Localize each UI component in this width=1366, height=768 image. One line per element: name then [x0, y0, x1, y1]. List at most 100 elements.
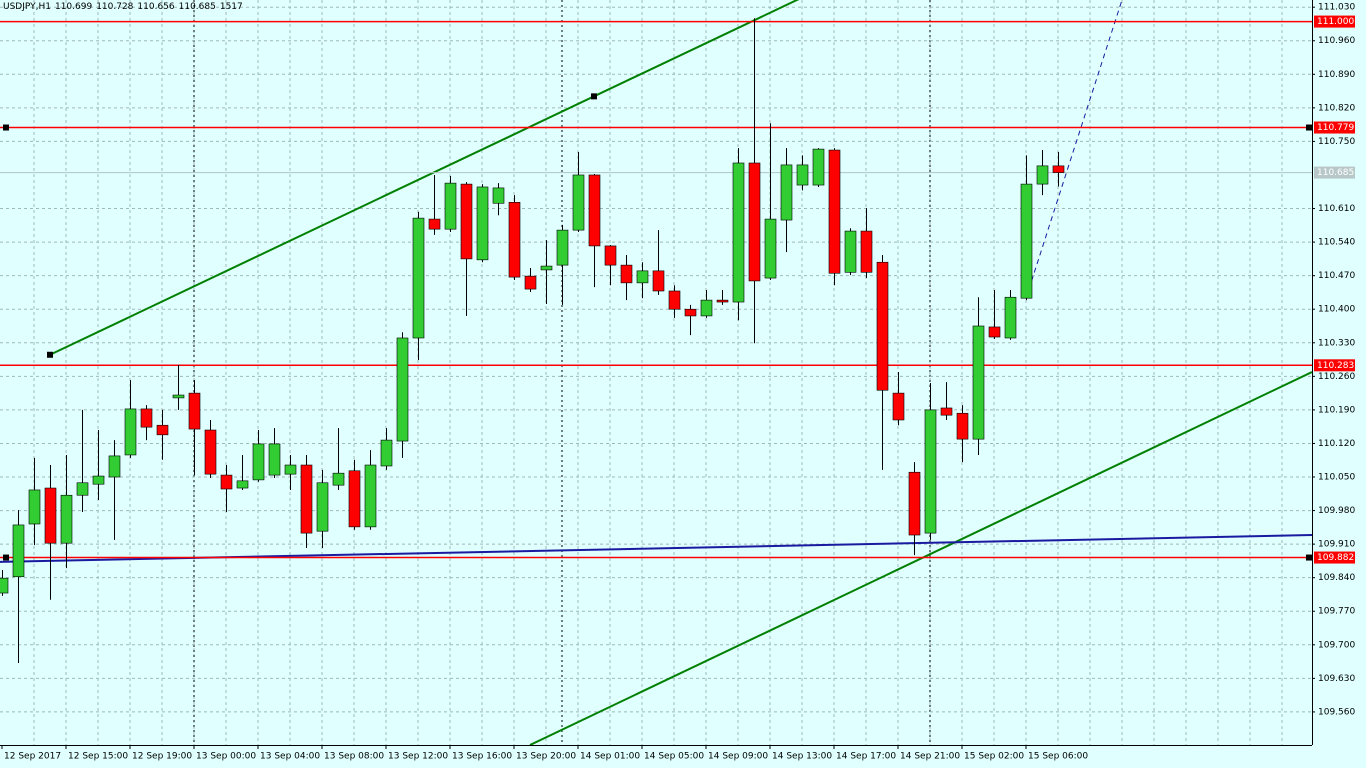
candle-body [44, 487, 57, 544]
candle-body [668, 290, 681, 310]
x-tick-label: 13 Sep 12:00 [388, 752, 448, 762]
candle-body [300, 464, 313, 534]
candle-body [492, 187, 505, 204]
vertical-grid [33, 0, 1283, 745]
y-tick-label: 110.470 [1318, 271, 1355, 281]
candle-body [380, 439, 393, 467]
x-tick-label: 13 Sep 16:00 [452, 752, 512, 762]
candle-body [956, 412, 969, 440]
candle-body [396, 337, 409, 442]
x-tick-label: 13 Sep 04:00 [260, 752, 320, 762]
x-tick-label: 14 Sep 05:00 [644, 752, 704, 762]
candle-body [108, 455, 121, 478]
x-tick-label: 14 Sep 21:00 [900, 752, 960, 762]
y-tick-label: 110.610 [1318, 204, 1355, 214]
candle-body [364, 464, 377, 528]
candle-body [812, 148, 825, 186]
candle-body [620, 264, 633, 284]
candle-body [252, 443, 265, 481]
candle-body [92, 475, 105, 485]
candle-body [748, 162, 761, 282]
anchor [1306, 554, 1312, 561]
symbol: USDJPY,H1 [3, 2, 51, 12]
candle-body [732, 162, 745, 303]
candle-body [988, 326, 1001, 338]
y-tick-label: 110.960 [1318, 36, 1355, 46]
y-tick-label: 110.750 [1318, 137, 1355, 147]
x-tick-label: 13 Sep 08:00 [324, 752, 384, 762]
candle-body [12, 524, 25, 578]
current-price-bg [1314, 166, 1355, 179]
candle-body [60, 494, 73, 544]
candle-body [764, 218, 777, 279]
y-tick-label: 110.540 [1318, 238, 1355, 248]
y-tick-label: 111.030 [1318, 3, 1355, 13]
x-tick-label: 15 Sep 06:00 [1028, 752, 1088, 762]
x-tick-label: 13 Sep 00:00 [196, 752, 256, 762]
candle-body [684, 308, 697, 317]
y-tick-label: 109.630 [1318, 674, 1355, 684]
y-tick-label: 110.330 [1318, 338, 1355, 348]
candle-body [156, 424, 169, 436]
period-separators [193, 0, 931, 745]
price-label: 111.000 [1317, 17, 1354, 27]
trend-line [529, 371, 1312, 745]
candle-body [444, 182, 457, 230]
y-tick-label: 110.890 [1318, 70, 1355, 80]
x-tick-label: 12 Sep 15:00 [68, 752, 128, 762]
x-tick-label: 14 Sep 17:00 [836, 752, 896, 762]
candle-body [604, 245, 617, 266]
price-label: 110.283 [1317, 361, 1354, 371]
x-tick-label: 13 Sep 20:00 [516, 752, 576, 762]
anchor [3, 124, 9, 131]
y-tick-label: 109.770 [1318, 607, 1355, 617]
candle-body [636, 270, 649, 284]
price-label-bg [1314, 121, 1355, 134]
current-price-label: 110.685 [1317, 168, 1354, 178]
last-high: 110.728 [96, 2, 134, 12]
candle-body [316, 482, 329, 532]
y-tick-label: 110.400 [1318, 305, 1355, 315]
grid [0, 6, 1312, 713]
last-volume: 1517 [219, 2, 243, 12]
last-low: 110.656 [137, 2, 175, 12]
x-tick-label: 14 Sep 01:00 [580, 752, 640, 762]
candle-body [1020, 183, 1033, 299]
y-tick-label: 109.980 [1318, 506, 1355, 516]
chart-header: USDJPY,H1 110.699 110.728 110.656 110.685 151… [3, 2, 247, 12]
candle-body [876, 261, 889, 391]
y-tick-label: 109.700 [1318, 640, 1355, 650]
candle-body [796, 164, 809, 186]
candle-body [780, 164, 793, 221]
price-label: 109.882 [1317, 553, 1354, 563]
x-tick-label: 14 Sep 09:00 [708, 752, 768, 762]
y-tick-label: 110.050 [1318, 473, 1355, 483]
candle-body [236, 480, 249, 489]
candle-body [860, 230, 873, 273]
y-tick-label: 110.120 [1318, 439, 1355, 449]
candle-body [572, 174, 585, 231]
candle-body [556, 229, 569, 266]
y-tick-label: 109.910 [1318, 540, 1355, 550]
candle-body [28, 489, 41, 525]
candle-body [284, 464, 297, 475]
candle-body [540, 265, 553, 271]
trend-line [49, 0, 800, 356]
candle-body [348, 470, 361, 528]
candle-body [76, 482, 89, 496]
candle-body [908, 471, 921, 536]
candle-body [124, 408, 137, 456]
candle-body [0, 577, 9, 594]
last-open: 110.699 [54, 2, 93, 12]
candle-body [844, 230, 857, 273]
candle-body [460, 183, 473, 260]
candle-body [220, 474, 233, 490]
candle-body [892, 392, 905, 421]
x-tick-label: 12 Sep 2017 [4, 752, 61, 762]
anchor [1306, 124, 1312, 131]
candle-body [588, 174, 601, 247]
x-tick-label: 12 Sep 19:00 [132, 752, 192, 762]
candle-body [332, 472, 345, 486]
